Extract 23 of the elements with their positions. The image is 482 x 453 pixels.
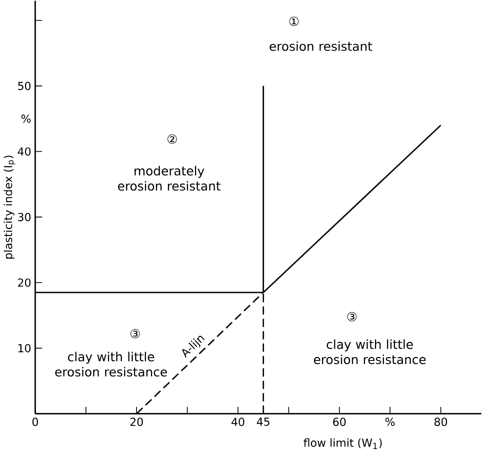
- x-axis-title: flow limit (W$_{1}$): [304, 438, 382, 450]
- y-tick-label: 30: [18, 213, 31, 222]
- x-tick-label: 0: [32, 418, 38, 426]
- x-tick-label: 80: [434, 418, 448, 426]
- y-axis-title: plasticity index (I$_{p}$): [4, 156, 16, 259]
- annotation: clay with little erosion resistance: [314, 340, 426, 364]
- x-tick-label: %: [385, 418, 395, 426]
- annotation: ③: [347, 312, 357, 322]
- y-tick-label: %: [21, 114, 31, 124]
- annotation: moderately erosion resistant: [118, 166, 220, 191]
- x-tick-label: 45: [256, 418, 270, 426]
- x-tick-label: 20: [130, 418, 143, 426]
- y-tick-label: 10: [18, 344, 31, 353]
- annotation: ①: [289, 16, 299, 26]
- annotation: clay with little erosion resistance: [55, 352, 167, 377]
- y-tick-label: 50: [18, 82, 31, 90]
- x-tick-label: 60: [333, 418, 346, 426]
- annotation: erosion resistant: [270, 42, 372, 52]
- y-tick-label: 20: [18, 278, 31, 287]
- y-tick-label: 40: [18, 148, 31, 156]
- annotation: ③: [130, 329, 140, 338]
- annotation: ②: [168, 134, 177, 144]
- x-tick-label: 40: [232, 418, 244, 426]
